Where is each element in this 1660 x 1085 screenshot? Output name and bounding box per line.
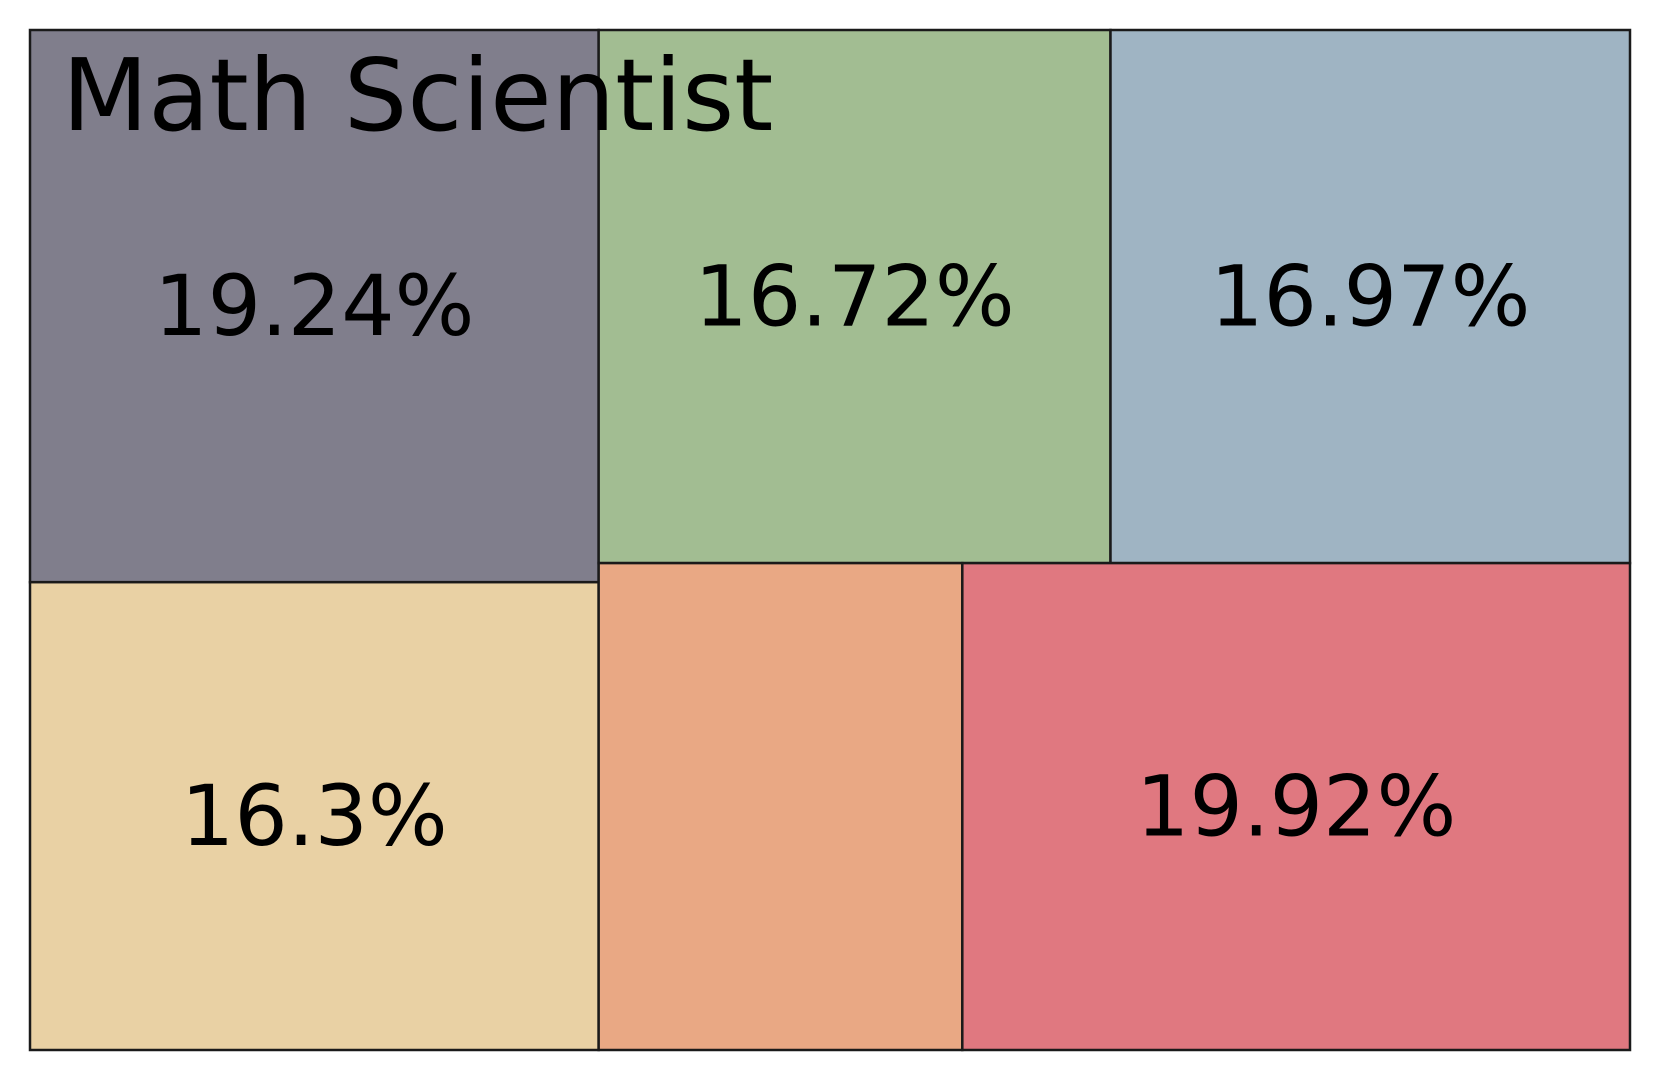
tile-percent-label: 16.72%	[694, 248, 1014, 346]
tile-percent-label: 19.92%	[1136, 758, 1456, 856]
tile-percent-label: 16.97%	[1210, 248, 1530, 346]
tile-percent-label: 16.3%	[181, 767, 448, 865]
tiles-layer: 19.24% 16.3% 16.72% 16.97% 19.92%	[28, 28, 1632, 1052]
tile-percent-label: 19.24%	[154, 257, 474, 355]
treemap-tile	[597, 561, 964, 1052]
treemap-tile	[28, 28, 600, 584]
treemap-tile	[28, 580, 600, 1052]
plot-frame	[29, 29, 1631, 1051]
treemap-tile	[961, 561, 1632, 1052]
treemap-tile	[1109, 28, 1632, 565]
chart-title: Math Scientist	[62, 37, 773, 154]
